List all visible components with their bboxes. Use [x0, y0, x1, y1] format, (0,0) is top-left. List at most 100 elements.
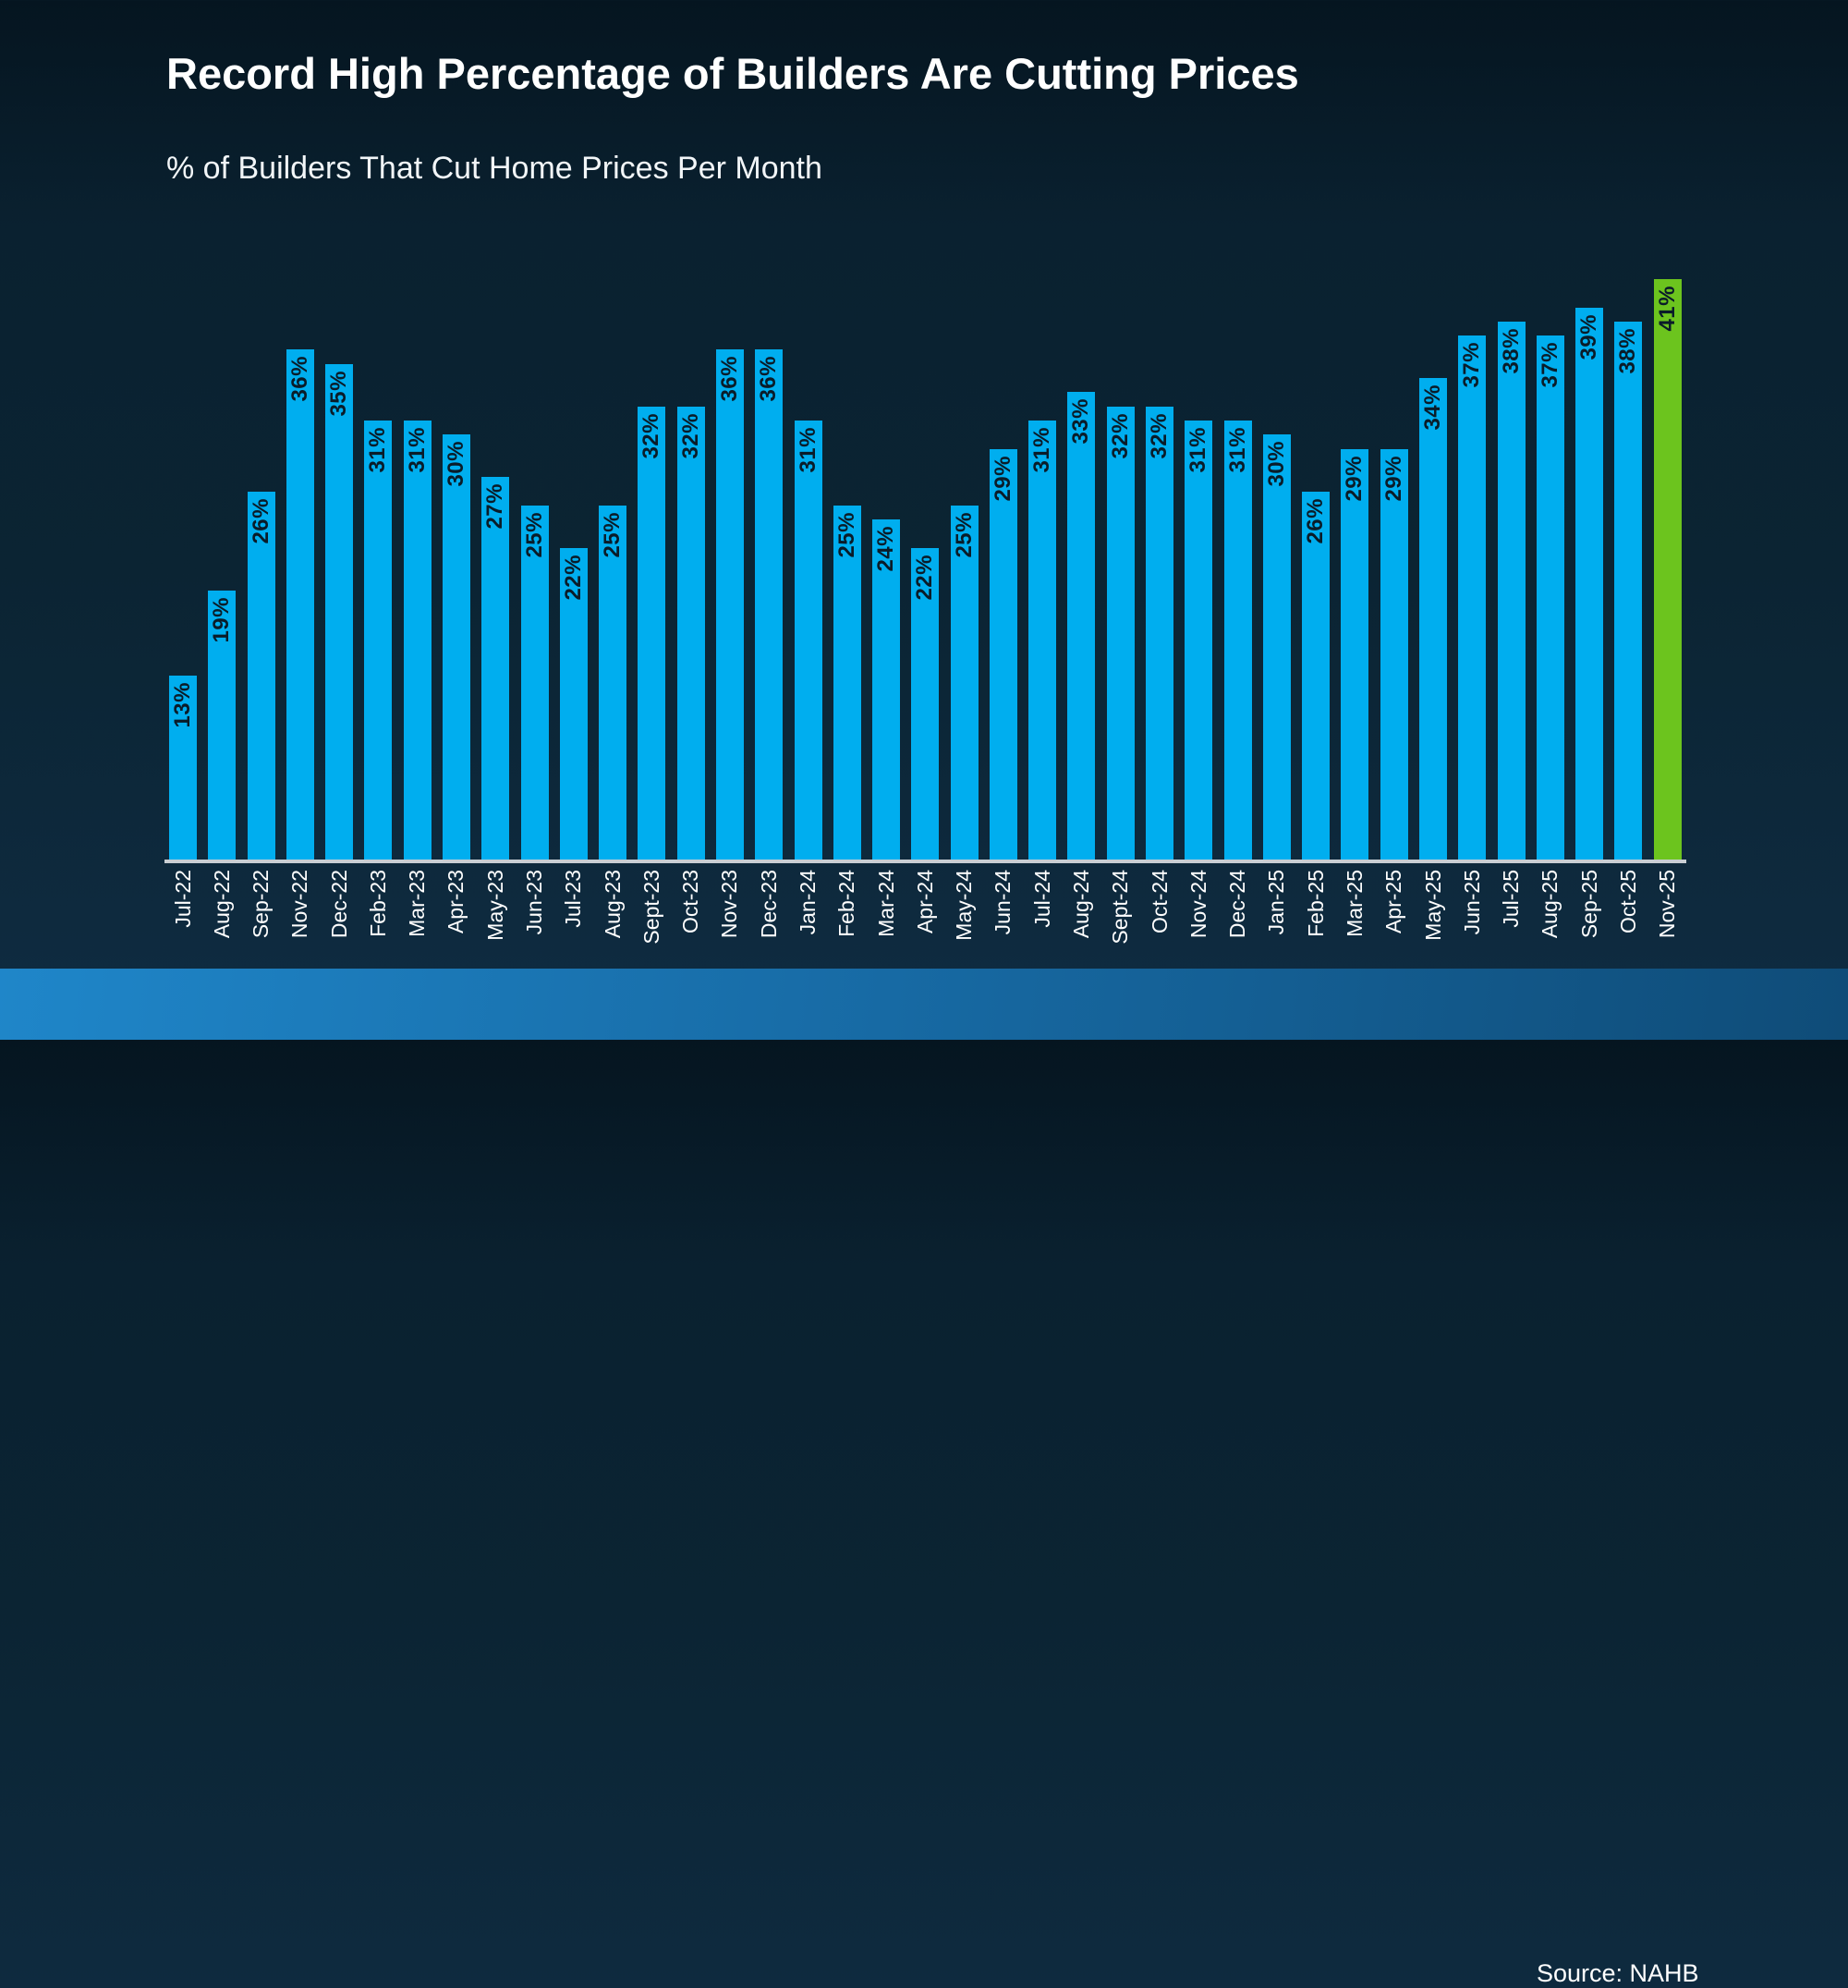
bar: 38% — [1497, 322, 1526, 860]
bar-value-label: 41% — [1654, 286, 1680, 332]
bar-value-label: 31% — [404, 427, 430, 473]
bar-value-label: 39% — [1576, 314, 1602, 360]
footer-band: Source: NAHB — [0, 969, 1848, 1987]
bar-value-label: 35% — [326, 371, 352, 417]
x-axis-label: Oct-24 — [1147, 870, 1172, 934]
x-axis-label: Sept-24 — [1108, 870, 1133, 945]
x-axis-label: Sep-25 — [1576, 870, 1601, 939]
bar: 32% — [676, 407, 705, 860]
bar-chart: 13% 19% 26% 36% 35% 31% 31% 30% 27% 25% 22% 25% 32% 3… — [169, 259, 1682, 860]
bar: 24% — [872, 519, 901, 860]
bar: 39% — [1575, 308, 1604, 860]
source-label: Source: NAHB — [1537, 1959, 1699, 1987]
bar: 30% — [1262, 434, 1291, 860]
bar-value-label: 24% — [873, 526, 899, 572]
bar-value-label: 36% — [286, 356, 312, 402]
bar: 29% — [989, 449, 1017, 860]
bar: 33% — [1067, 392, 1096, 860]
bar: 26% — [247, 492, 275, 860]
bar-value-label: 36% — [716, 356, 742, 402]
bar-value-label: 22% — [560, 555, 586, 601]
bar-value-label: 31% — [795, 427, 821, 473]
x-axis-label: Sep-22 — [249, 870, 274, 939]
bar-value-label: 36% — [756, 356, 782, 402]
bar: 29% — [1380, 449, 1408, 860]
x-axis-label: Mar-23 — [405, 870, 430, 937]
x-axis-label: Nov-23 — [717, 870, 742, 939]
bar-value-label: 31% — [365, 427, 391, 473]
x-axis-label: Aug-22 — [209, 870, 234, 939]
x-axis-label: Dec-23 — [756, 870, 781, 939]
bar-value-label: 32% — [638, 413, 664, 459]
bar-value-label: 22% — [912, 555, 938, 601]
x-axis-label: Jan-24 — [796, 870, 820, 935]
bar: 41% — [1653, 279, 1682, 860]
x-axis-label: Apr-23 — [444, 870, 468, 934]
bar-value-label: 26% — [248, 498, 274, 544]
bar: 32% — [1146, 407, 1174, 860]
bar: 25% — [833, 506, 861, 860]
bar: 31% — [403, 421, 432, 860]
x-axis-label: Oct-23 — [678, 870, 703, 934]
bar: 37% — [1536, 335, 1564, 860]
bar-value-label: 31% — [1029, 427, 1055, 473]
bar: 25% — [950, 506, 979, 860]
bar-value-label: 29% — [1342, 456, 1368, 502]
bar: 13% — [169, 676, 197, 860]
bar: 27% — [481, 477, 510, 860]
bar: 36% — [715, 349, 744, 860]
x-axis-label: Apr-24 — [912, 870, 937, 934]
page-title: Record High Percentage of Builders Are C… — [166, 49, 1299, 98]
bar: 26% — [1302, 492, 1331, 860]
bar: 31% — [794, 421, 822, 860]
x-axis-label: Jul-23 — [561, 870, 586, 928]
bar: 32% — [1106, 407, 1135, 860]
x-axis-label: Jun-25 — [1459, 870, 1484, 935]
x-axis-label: Nov-24 — [1185, 870, 1210, 939]
x-axis-label: May-23 — [482, 870, 507, 941]
x-axis-label: Sept-23 — [638, 870, 663, 945]
bar-value-label: 25% — [600, 512, 626, 558]
bar: 36% — [755, 349, 784, 860]
bar-value-label: 33% — [1068, 398, 1094, 445]
bar-value-label: 19% — [209, 597, 235, 643]
bar-value-label: 38% — [1615, 328, 1641, 374]
bar: 37% — [1458, 335, 1487, 860]
bar: 36% — [286, 349, 314, 860]
bar-value-label: 32% — [1107, 413, 1133, 459]
bar-value-label: 31% — [1224, 427, 1250, 473]
x-axis-label: Jul-25 — [1499, 870, 1524, 928]
x-axis-label: Aug-24 — [1068, 870, 1093, 939]
x-axis-label: Jul-24 — [1029, 870, 1054, 928]
x-axis-labels: Jul-22 Aug-22 Sep-22 Nov-22 Dec-22 Feb-23 Mar-… — [169, 870, 1682, 967]
x-axis-label: Oct-25 — [1615, 870, 1640, 934]
bar-value-label: 27% — [482, 483, 508, 530]
bar: 22% — [559, 548, 588, 860]
x-axis-label: Feb-23 — [365, 870, 390, 937]
bar-value-label: 32% — [1147, 413, 1173, 459]
bar-value-label: 32% — [677, 413, 703, 459]
bar: 19% — [208, 591, 237, 860]
bar-value-label: 37% — [1537, 342, 1562, 388]
bar: 30% — [442, 434, 470, 860]
x-axis-label: Jun-24 — [991, 870, 1015, 935]
bar-value-label: 31% — [1185, 427, 1211, 473]
bar-value-label: 29% — [1380, 456, 1406, 502]
x-axis-label: Feb-25 — [1303, 870, 1328, 937]
x-axis-label: Dec-22 — [326, 870, 351, 939]
bar-value-label: 30% — [1263, 441, 1289, 487]
x-axis-label: Nov-25 — [1655, 870, 1680, 939]
bar: 31% — [1223, 421, 1252, 860]
bar-value-label: 25% — [951, 512, 977, 558]
x-axis-label: Jul-22 — [170, 870, 195, 928]
x-axis-label: Nov-22 — [287, 870, 312, 939]
x-axis-label: Dec-24 — [1225, 870, 1250, 939]
bar-value-label: 13% — [170, 682, 195, 728]
x-axis-line — [164, 860, 1686, 863]
bar: 25% — [520, 506, 549, 860]
x-axis-label: Jan-25 — [1264, 870, 1289, 935]
x-axis-label: Feb-24 — [834, 870, 859, 937]
x-axis-label: Aug-23 — [600, 870, 625, 939]
bar-value-label: 34% — [1420, 384, 1445, 431]
x-axis-label: Apr-25 — [1381, 870, 1406, 934]
